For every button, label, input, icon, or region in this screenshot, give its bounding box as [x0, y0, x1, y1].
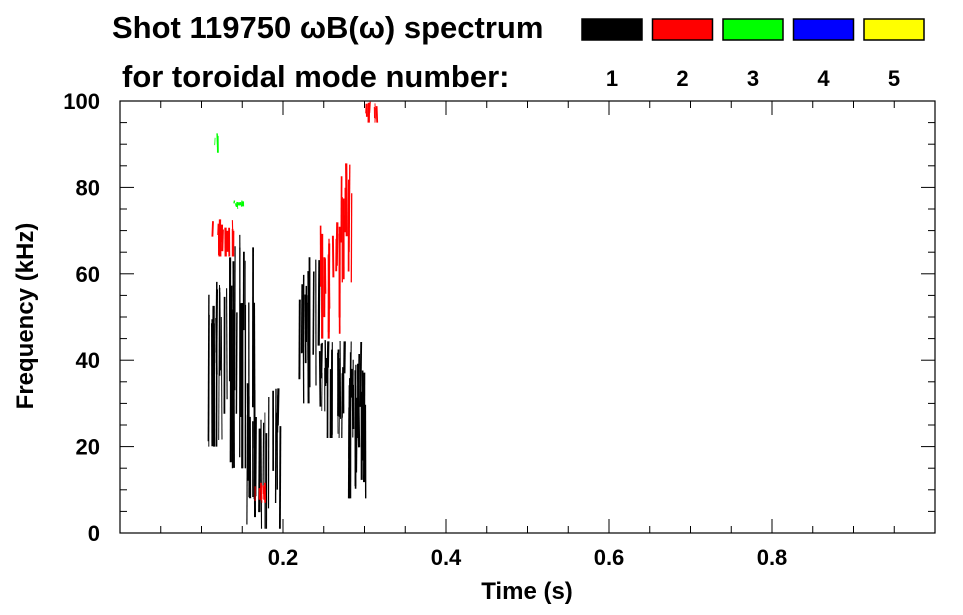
region-mode-3-1 — [233, 200, 245, 210]
mode-legend: 1 2 3 4 5 — [581, 18, 925, 91]
spectral-streak — [215, 317, 218, 375]
region-mode-2-3 — [340, 163, 353, 283]
spectral-streak — [345, 163, 348, 237]
spectral-streak — [331, 235, 335, 278]
y-tick-label: 80 — [76, 175, 100, 200]
spectral-streak — [276, 395, 279, 433]
region-mode-1-2 — [246, 383, 282, 529]
y-tick-label: 20 — [76, 435, 100, 460]
region-mode-1-5 — [347, 364, 367, 499]
spectral-streak — [233, 200, 236, 204]
legend-swatch-mode-4 — [792, 18, 855, 41]
x-tick-label: 0.4 — [431, 545, 462, 570]
spectral-streak — [262, 422, 265, 486]
y-tick-label: 60 — [76, 262, 100, 287]
y-tick-label: 100 — [63, 89, 100, 114]
legend-label-mode-4: 4 — [817, 66, 830, 91]
y-axis-title: Frequency (kHz) — [12, 223, 39, 410]
spectral-streak — [278, 426, 282, 529]
spectral-streak — [234, 203, 237, 207]
legend-label-mode-3: 3 — [747, 66, 759, 91]
y-tick-label: 40 — [76, 348, 100, 373]
spectral-streak — [211, 221, 214, 237]
series-mode-3 — [214, 133, 245, 210]
spectral-streak — [348, 164, 351, 253]
legend-swatch-mode-1 — [581, 18, 643, 41]
spectral-streak — [232, 261, 235, 468]
spectral-streak — [302, 295, 305, 404]
spectral-streak — [312, 271, 315, 355]
spectral-streak — [317, 260, 321, 346]
spectral-streak — [339, 340, 342, 419]
spectral-streak — [318, 351, 322, 407]
legend-swatch-mode-2 — [651, 18, 714, 41]
spectral-streak — [218, 284, 220, 441]
x-tick-label: 0.6 — [594, 545, 625, 570]
plot-axes: 0.2 0.4 0.6 0.8 0 20 40 60 80 100 — [63, 89, 936, 570]
region-mode-1-0 — [207, 281, 226, 447]
region-mode-2-2 — [319, 222, 341, 339]
spectral-streak — [304, 294, 307, 364]
spectral-streak — [212, 323, 216, 447]
series-mode-1 — [207, 234, 367, 529]
spectral-streak — [359, 341, 363, 407]
spectral-streak — [208, 314, 210, 447]
legend-label-mode-2: 2 — [676, 66, 688, 91]
spectral-streak — [337, 352, 339, 434]
spectral-streak — [253, 406, 256, 473]
spectral-streak — [260, 419, 263, 529]
series-mode-2 — [211, 101, 379, 503]
x-tick-label: 0.2 — [268, 545, 299, 570]
spectral-streak — [207, 294, 210, 442]
legend-swatch-mode-3 — [722, 18, 784, 41]
chart-subtitle: for toroidal mode number: — [122, 59, 510, 94]
spectral-streak — [326, 341, 330, 368]
spectral-streak — [338, 369, 341, 439]
spectral-streak — [375, 106, 379, 123]
spectral-streak — [300, 284, 304, 354]
region-mode-3-0 — [214, 133, 219, 153]
spectral-streak — [357, 397, 361, 448]
legend-label-mode-1: 1 — [606, 66, 618, 91]
region-mode-2-0 — [211, 219, 235, 257]
spectral-streak — [254, 416, 257, 497]
x-axis-title: Time (s) — [481, 578, 573, 605]
region-mode-2-1 — [254, 482, 266, 503]
spectral-streak — [218, 219, 222, 255]
spectral-streak — [211, 319, 214, 375]
spectral-streak — [220, 316, 223, 440]
x-tick-label: 0.8 — [757, 545, 788, 570]
spectral-streak — [226, 288, 228, 400]
region-mode-1-3 — [298, 257, 321, 404]
spectral-streak — [236, 202, 239, 210]
region-mode-2-4 — [365, 101, 379, 123]
legend-label-mode-5: 5 — [888, 66, 900, 91]
legend-swatch-mode-5 — [863, 18, 925, 41]
spectral-streak — [260, 482, 263, 499]
y-tick-label: 0 — [88, 521, 100, 546]
spectral-streak — [235, 312, 238, 414]
spectrum-data — [207, 101, 379, 529]
spectral-streak — [327, 243, 331, 339]
chart-title: Shot 119750 ωB(ω) spectrum — [112, 10, 543, 45]
spectral-streak — [355, 397, 358, 473]
